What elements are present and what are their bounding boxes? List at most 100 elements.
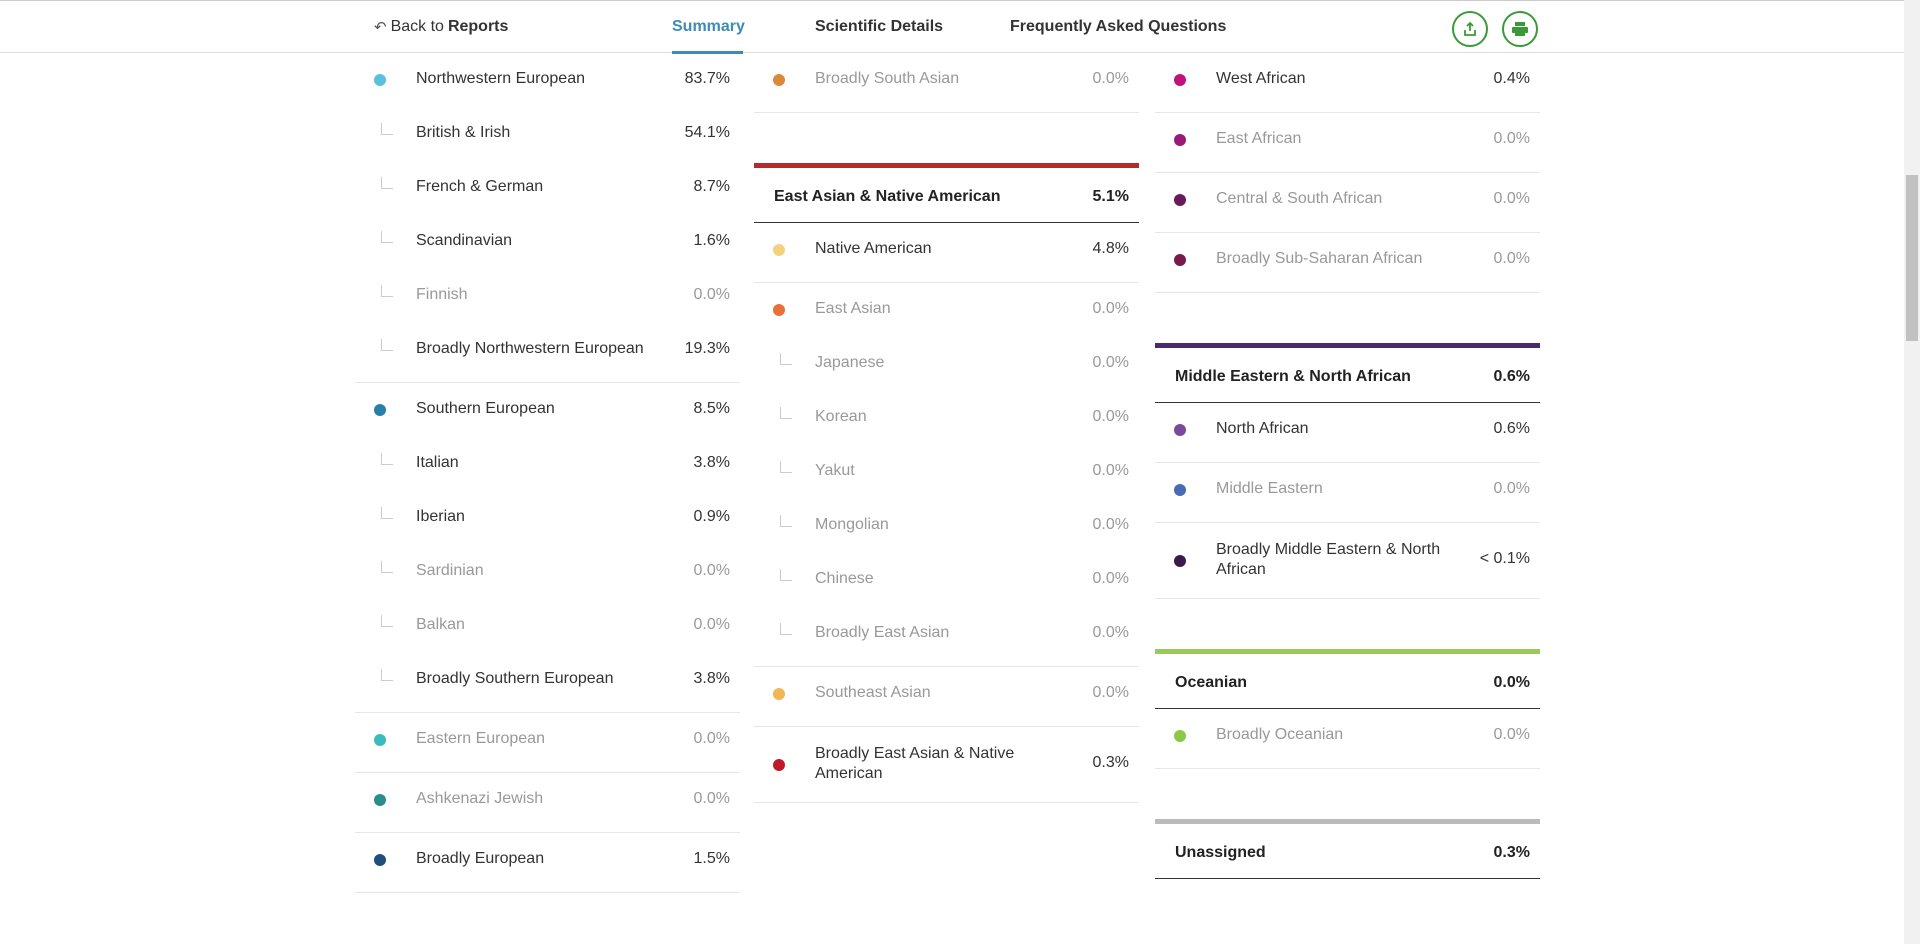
tree-elbow (381, 123, 393, 135)
scrollbar-thumb[interactable] (1906, 175, 1918, 341)
list-item[interactable]: Broadly Southern European 3.8% (355, 653, 740, 713)
population-percent: 0.3% (1092, 754, 1129, 771)
color-dot (773, 759, 785, 771)
tree-elbow (780, 623, 792, 635)
population-name: Broadly Southern European (416, 670, 614, 687)
population-name: Broadly Middle Eastern & North African (1216, 541, 1441, 578)
list-item[interactable]: British & Irish 54.1% (355, 107, 740, 161)
list-item[interactable]: Broadly Oceanian 0.0% (1155, 709, 1540, 769)
page-scrollbar[interactable] (1904, 0, 1920, 944)
section-spacer (754, 113, 1139, 163)
tab-summary[interactable]: Summary (672, 18, 745, 35)
list-item[interactable]: Sardinian 0.0% (355, 545, 740, 599)
list-item[interactable]: Mongolian 0.0% (754, 499, 1139, 553)
list-item[interactable]: Broadly European 1.5% (355, 833, 740, 893)
share-button[interactable] (1452, 11, 1488, 47)
list-item[interactable]: Middle Eastern 0.0% (1155, 463, 1540, 523)
tree-elbow (381, 669, 393, 681)
tree-elbow (381, 339, 393, 351)
list-item[interactable]: West African 0.4% (1155, 53, 1540, 113)
population-percent: 0.0% (1092, 462, 1129, 479)
list-item[interactable]: Southeast Asian 0.0% (754, 667, 1139, 727)
population-name: Yakut (815, 462, 855, 479)
color-dot (773, 688, 785, 700)
list-item[interactable]: East African 0.0% (1155, 113, 1540, 173)
list-item[interactable]: Korean 0.0% (754, 391, 1139, 445)
population-name: French & German (416, 178, 544, 195)
population-name: Broadly Oceanian (1216, 726, 1344, 743)
population-name: Scandinavian (416, 232, 513, 249)
tab-faq[interactable]: Frequently Asked Questions (1010, 18, 1227, 35)
color-dot (1174, 730, 1186, 742)
population-percent: 0.6% (1493, 420, 1530, 437)
list-item[interactable]: Ashkenazi Jewish 0.0% (355, 773, 740, 833)
population-percent: 0.0% (1092, 354, 1129, 371)
population-name: Broadly South Asian (815, 70, 960, 87)
tree-elbow (780, 461, 792, 473)
list-item[interactable]: North African 0.6% (1155, 403, 1540, 463)
tab-scientific-details[interactable]: Scientific Details (815, 18, 944, 35)
share-icon (1464, 21, 1476, 36)
tree-elbow (780, 515, 792, 527)
population-percent: 0.0% (693, 562, 730, 579)
print-button[interactable] (1502, 11, 1538, 47)
population-name: Southern European (416, 400, 555, 417)
population-name: Iberian (416, 508, 465, 525)
population-name: Broadly Northwestern European (416, 340, 644, 357)
list-item[interactable]: Japanese 0.0% (754, 337, 1139, 391)
color-dot (1174, 134, 1186, 146)
list-item[interactable]: Northwestern European 83.7% (355, 53, 740, 107)
list-item[interactable]: Scandinavian 1.6% (355, 215, 740, 269)
list-item[interactable]: Broadly Northwestern European 19.3% (355, 323, 740, 383)
list-item[interactable]: East Asian 0.0% (754, 283, 1139, 337)
group-header[interactable]: Unassigned 0.3% (1155, 819, 1540, 879)
color-dot (1174, 555, 1186, 567)
population-percent: 0.0% (1493, 250, 1530, 267)
list-item[interactable]: Native American 4.8% (754, 223, 1139, 283)
color-dot (1174, 424, 1186, 436)
list-item[interactable]: Chinese 0.0% (754, 553, 1139, 607)
tree-elbow (381, 453, 393, 465)
list-item[interactable]: French & German 8.7% (355, 161, 740, 215)
list-item[interactable]: Southern European 8.5% (355, 383, 740, 437)
group-header[interactable]: East Asian & Native American 5.1% (754, 163, 1139, 223)
section-spacer (1155, 293, 1540, 343)
color-dot (1174, 194, 1186, 206)
list-item[interactable]: Broadly South Asian 0.0% (754, 53, 1139, 113)
list-item[interactable]: Finnish 0.0% (355, 269, 740, 323)
population-percent: 83.7% (684, 70, 730, 87)
back-to-reports-link[interactable]: ↶ Back to Reports (374, 18, 508, 36)
list-item[interactable]: Yakut 0.0% (754, 445, 1139, 499)
color-dot (374, 404, 386, 416)
population-name: Middle Eastern (1216, 480, 1323, 497)
population-name: Central & South African (1216, 190, 1383, 207)
tree-elbow (381, 231, 393, 243)
population-percent: 54.1% (684, 124, 730, 141)
list-item[interactable]: Central & South African 0.0% (1155, 173, 1540, 233)
population-name: Northwestern European (416, 70, 585, 87)
list-item[interactable]: Iberian 0.9% (355, 491, 740, 545)
population-name: Broadly East Asian (815, 624, 950, 641)
population-name: Eastern European (416, 730, 545, 747)
back-prefix: Back to (390, 18, 444, 35)
list-item[interactable]: Balkan 0.0% (355, 599, 740, 653)
population-percent: 0.0% (1092, 624, 1129, 641)
group-header[interactable]: Oceanian 0.0% (1155, 649, 1540, 709)
list-item[interactable]: Broadly East Asian 0.0% (754, 607, 1139, 667)
list-item[interactable]: Broadly East Asian & Native American 0.3… (754, 727, 1139, 803)
report-header: ↶ Back to Reports Summary Scientific Det… (0, 0, 1904, 54)
color-dot (1174, 74, 1186, 86)
list-item[interactable]: Eastern European 0.0% (355, 713, 740, 773)
color-dot (773, 304, 785, 316)
african-mena-column: West African 0.4% East African 0.0% Cent… (1155, 53, 1540, 879)
back-target: Reports (447, 18, 509, 35)
population-name: North African (1216, 420, 1309, 437)
group-header[interactable]: Middle Eastern & North African 0.6% (1155, 343, 1540, 403)
list-item[interactable]: Italian 3.8% (355, 437, 740, 491)
active-tab-indicator (672, 51, 743, 54)
list-item[interactable]: Broadly Middle Eastern & North African <… (1155, 523, 1540, 599)
group-name: Unassigned (1175, 844, 1266, 861)
population-percent: 0.0% (1092, 570, 1129, 587)
list-item[interactable]: Broadly Sub-Saharan African 0.0% (1155, 233, 1540, 293)
population-name: Mongolian (815, 516, 889, 533)
